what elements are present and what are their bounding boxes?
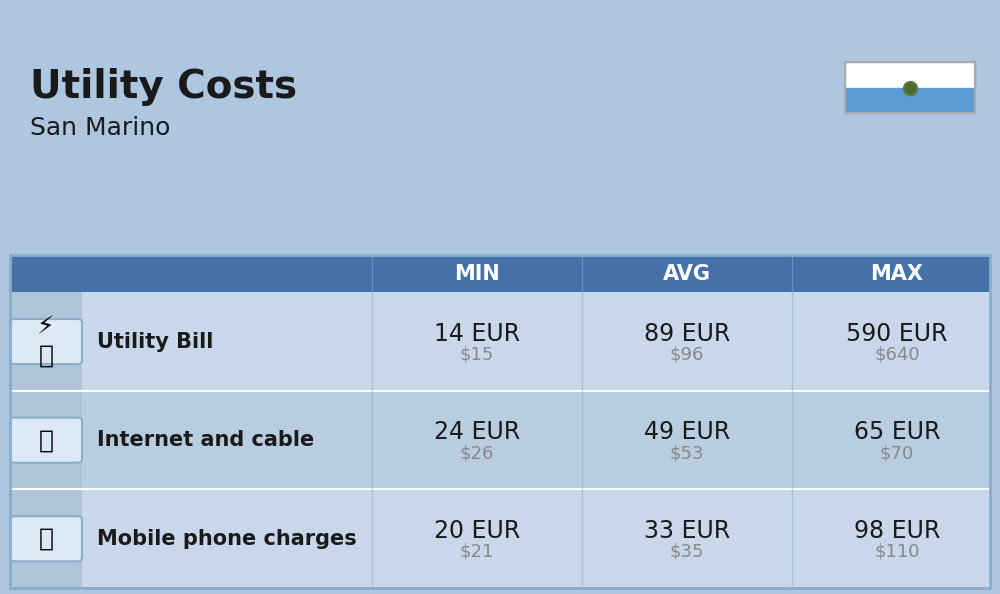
Text: 590 EUR: 590 EUR <box>846 322 948 346</box>
Text: 33 EUR: 33 EUR <box>644 519 730 543</box>
FancyBboxPatch shape <box>10 255 990 292</box>
Text: 98 EUR: 98 EUR <box>854 519 940 543</box>
Text: $15: $15 <box>460 346 494 364</box>
Text: Utility Costs: Utility Costs <box>30 68 297 106</box>
Text: $640: $640 <box>874 346 920 364</box>
FancyBboxPatch shape <box>845 87 975 113</box>
Text: 📶: 📶 <box>38 428 54 452</box>
FancyBboxPatch shape <box>10 516 82 561</box>
FancyBboxPatch shape <box>845 62 975 87</box>
Text: MAX: MAX <box>870 264 923 284</box>
FancyBboxPatch shape <box>10 489 990 588</box>
Text: $35: $35 <box>670 543 704 561</box>
Text: Mobile phone charges: Mobile phone charges <box>97 529 357 549</box>
Text: Internet and cable: Internet and cable <box>97 430 314 450</box>
Text: $26: $26 <box>460 444 494 462</box>
Text: San Marino: San Marino <box>30 116 170 140</box>
Text: $110: $110 <box>874 543 920 561</box>
Text: ⚡
🔧: ⚡ 🔧 <box>37 315 55 368</box>
FancyBboxPatch shape <box>10 391 990 489</box>
Text: 14 EUR: 14 EUR <box>434 322 520 346</box>
Text: $53: $53 <box>670 444 704 462</box>
Text: $70: $70 <box>880 444 914 462</box>
Text: AVG: AVG <box>663 264 711 284</box>
Text: $96: $96 <box>670 346 704 364</box>
Text: 24 EUR: 24 EUR <box>434 421 520 444</box>
Text: 49 EUR: 49 EUR <box>644 421 730 444</box>
FancyBboxPatch shape <box>10 418 82 463</box>
Text: 89 EUR: 89 EUR <box>644 322 730 346</box>
FancyBboxPatch shape <box>10 489 82 588</box>
Text: 20 EUR: 20 EUR <box>434 519 520 543</box>
FancyBboxPatch shape <box>10 292 990 391</box>
Text: 65 EUR: 65 EUR <box>854 421 940 444</box>
FancyBboxPatch shape <box>10 292 82 391</box>
Text: $21: $21 <box>460 543 494 561</box>
Text: Utility Bill: Utility Bill <box>97 331 213 352</box>
FancyBboxPatch shape <box>10 391 82 489</box>
FancyBboxPatch shape <box>10 319 82 364</box>
Text: MIN: MIN <box>454 264 500 284</box>
Text: 📱: 📱 <box>38 527 54 551</box>
